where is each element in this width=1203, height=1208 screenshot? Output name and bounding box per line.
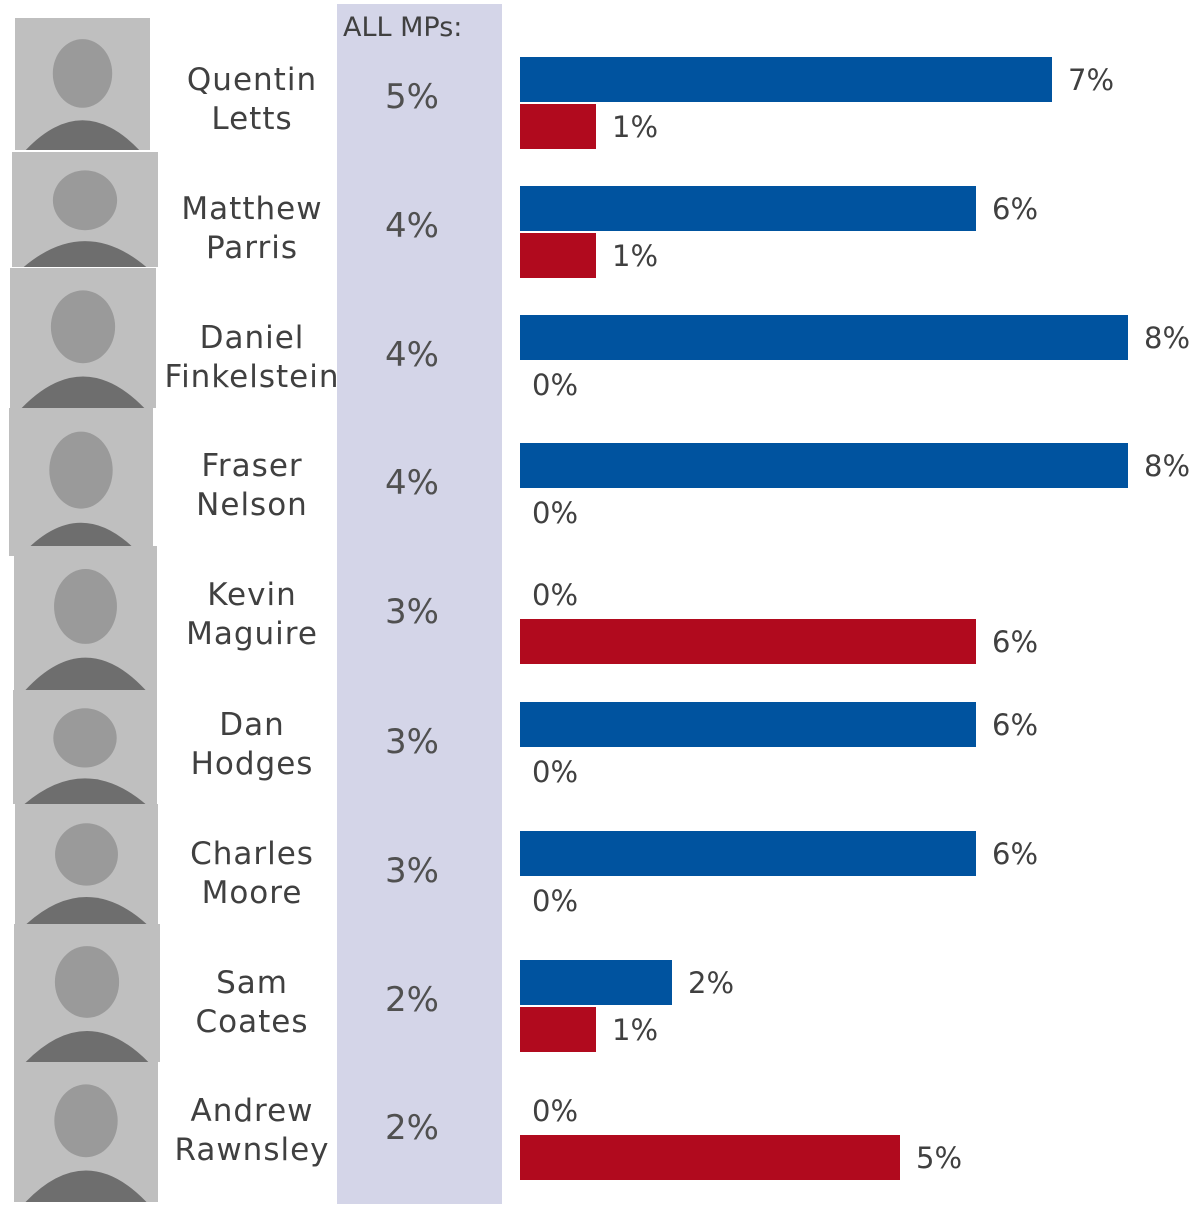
conservative-value-label: 0% — [532, 578, 579, 612]
labour-bar — [520, 233, 596, 278]
labour-value-label: 0% — [532, 755, 579, 789]
journalist-photo — [15, 804, 158, 924]
journalist-last-name: Parris — [205, 230, 299, 266]
conservative-value-label: 6% — [992, 708, 1039, 742]
journalist-first-name: Andrew — [190, 1093, 314, 1129]
conservative-bar — [520, 186, 976, 231]
journalist-first-name: Daniel — [199, 320, 305, 356]
conservative-value-label: 0% — [532, 1094, 579, 1128]
journalist-photo — [13, 690, 157, 804]
labour-value-label: 0% — [532, 496, 579, 530]
all-mps-value: 3% — [385, 851, 439, 891]
journalist-first-name: Sam — [216, 965, 288, 1001]
journalist-photo — [15, 18, 150, 150]
all-mps-value: 3% — [385, 722, 439, 762]
conservative-bar — [520, 57, 1052, 102]
journalist-first-name: Matthew — [181, 191, 323, 227]
conservative-value-label: 7% — [1068, 63, 1115, 97]
journalist-first-name: Dan — [219, 707, 285, 743]
journalist-first-name: Charles — [190, 836, 314, 872]
journalist-last-name: Nelson — [196, 487, 308, 523]
journalist-first-name: Quentin — [186, 62, 318, 98]
all-mps-value: 2% — [385, 980, 439, 1020]
labour-value-label: 0% — [532, 368, 579, 402]
labour-value-label: 6% — [992, 625, 1039, 659]
journalist-last-name: Moore — [201, 875, 303, 911]
journalist-last-name: Coates — [195, 1004, 309, 1040]
all-mps-header: ALL MPs: — [343, 12, 463, 43]
labour-bar — [520, 1007, 596, 1052]
labour-value-label: 1% — [612, 110, 659, 144]
conservative-value-label: 8% — [1144, 321, 1191, 355]
conservative-bar — [520, 702, 976, 747]
all-mps-column-band — [337, 4, 502, 1204]
journalist-photo — [10, 268, 156, 408]
journalist-photo — [12, 152, 158, 267]
all-mps-value: 4% — [385, 463, 439, 503]
labour-bar — [520, 1135, 900, 1180]
conservative-value-label: 6% — [992, 192, 1039, 226]
journalist-photo — [9, 408, 153, 556]
all-mps-value: 4% — [385, 206, 439, 246]
conservative-value-label: 8% — [1144, 449, 1191, 483]
conservative-bar — [520, 831, 976, 876]
journalist-photo — [14, 546, 157, 690]
journalist-last-name: Rawnsley — [174, 1132, 330, 1168]
conservative-bar — [520, 443, 1128, 488]
journalist-photo — [14, 924, 160, 1062]
conservative-value-label: 2% — [688, 966, 735, 1000]
all-mps-value: 4% — [385, 335, 439, 375]
journalist-first-name: Kevin — [207, 577, 297, 613]
labour-bar — [520, 619, 976, 664]
labour-value-label: 1% — [612, 239, 659, 273]
journalist-last-name: Hodges — [190, 746, 314, 782]
all-mps-value: 2% — [385, 1108, 439, 1148]
conservative-bar — [520, 315, 1128, 360]
conservative-value-label: 6% — [992, 837, 1039, 871]
labour-bar — [520, 104, 596, 149]
journalist-last-name: Finkelstein — [164, 359, 340, 395]
conservative-bar — [520, 960, 672, 1005]
all-mps-value: 5% — [385, 77, 439, 117]
journalist-first-name: Fraser — [201, 448, 303, 484]
labour-value-label: 5% — [916, 1141, 963, 1175]
labour-value-label: 0% — [532, 884, 579, 918]
journalist-last-name: Letts — [211, 101, 293, 137]
journalist-photo — [14, 1062, 158, 1202]
all-mps-value: 3% — [385, 592, 439, 632]
journalist-last-name: Maguire — [186, 616, 318, 652]
labour-value-label: 1% — [612, 1013, 659, 1047]
